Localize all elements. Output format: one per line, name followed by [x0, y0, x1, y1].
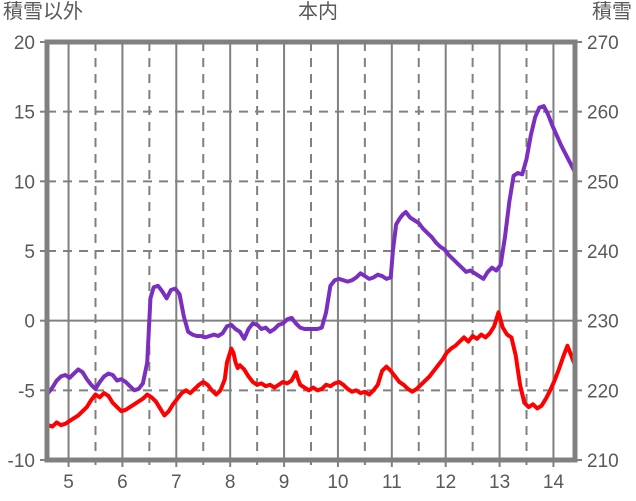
tick-labels: 20 270 15 260 10 250 5 240 0 230 -5 220 -10 210 5 6 7 8 9 1…: [8, 33, 619, 493]
svg-text:5: 5: [63, 472, 74, 493]
svg-text:11: 11: [382, 472, 402, 493]
plot-frame: [44, 39, 578, 463]
svg-text:20: 20: [14, 33, 35, 54]
svg-text:270: 270: [587, 33, 619, 54]
svg-text:15: 15: [14, 103, 35, 124]
svg-text:10: 10: [327, 472, 348, 493]
svg-text:250: 250: [587, 172, 619, 193]
svg-text:7: 7: [171, 472, 182, 493]
svg-text:260: 260: [587, 103, 619, 124]
svg-text:5: 5: [24, 242, 35, 263]
svg-text:14: 14: [543, 472, 565, 493]
chart-title: 本内: [298, 1, 338, 23]
svg-text:8: 8: [225, 472, 236, 493]
svg-text:13: 13: [489, 472, 510, 493]
svg-text:0: 0: [24, 312, 35, 333]
svg-text:220: 220: [587, 381, 619, 402]
svg-text:9: 9: [279, 472, 290, 493]
svg-text:230: 230: [587, 312, 619, 333]
svg-text:-10: -10: [8, 451, 35, 472]
svg-text:240: 240: [587, 242, 619, 263]
data-series-group: [46, 104, 576, 429]
svg-text:10: 10: [14, 172, 35, 193]
svg-text:6: 6: [117, 472, 128, 493]
left-axis-title: 積雪以外: [3, 1, 83, 23]
svg-text:-5: -5: [18, 381, 35, 402]
svg-text:12: 12: [435, 472, 456, 493]
svg-text:210: 210: [587, 451, 619, 472]
right-axis-title: 積雪: [592, 1, 632, 23]
